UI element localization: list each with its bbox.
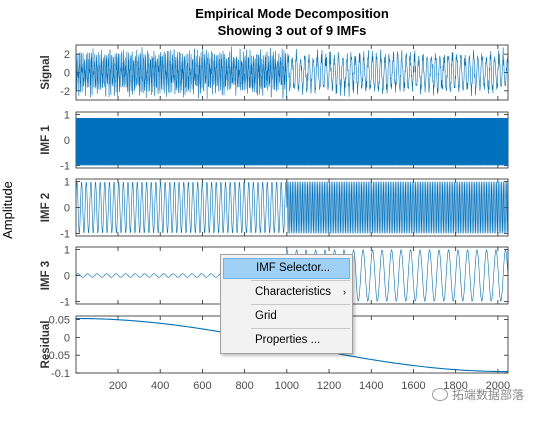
menu-item-characteristics[interactable]: Characteristics › (223, 282, 350, 303)
ytick-label: -0.1 (51, 368, 70, 380)
ytick-label: 0 (64, 135, 70, 147)
xtick-label: 1600 (401, 380, 425, 392)
panel-label-1: IMF 1 (40, 125, 52, 155)
chart-subtitle: Showing 3 out of 9 IMFs (217, 23, 367, 38)
series-line-0 (75, 46, 509, 99)
menu-item-label: Properties ... (255, 334, 321, 346)
xtick-label: 2000 (486, 380, 510, 392)
wechat-icon (432, 388, 448, 401)
series-line-1 (75, 117, 509, 166)
xtick-label: 400 (151, 380, 169, 392)
panel-label-2: IMF 2 (40, 193, 52, 222)
ytick-label: 1 (64, 110, 70, 122)
menu-item-imf-selector[interactable]: IMF Selector... (223, 258, 350, 279)
ytick-label: 0 (64, 332, 70, 344)
ytick-label: 1 (64, 177, 70, 189)
menu-item-properties[interactable]: Properties ... (223, 330, 350, 351)
menu-item-label: IMF Selector... (256, 262, 331, 274)
menu-item-label: Grid (255, 310, 277, 322)
ytick-label: 0 (64, 203, 70, 215)
ytick-label: -1 (60, 160, 70, 172)
menu-item-label: Characteristics (255, 286, 332, 298)
chart-title: Empirical Mode Decomposition (195, 6, 389, 21)
panel-label-3: IMF 3 (40, 261, 52, 290)
menu-separator (251, 328, 350, 329)
ytick-label: 0.05 (49, 315, 70, 327)
menu-item-grid[interactable]: Grid (223, 306, 350, 327)
ytick-label: 2 (64, 49, 70, 61)
ytick-label: 1 (64, 245, 70, 257)
chevron-right-icon: › (343, 287, 346, 297)
context-menu: IMF Selector... Characteristics › Grid P… (220, 254, 353, 354)
xtick-label: 1800 (443, 380, 467, 392)
y-axis-label: Amplitude (0, 181, 15, 239)
series-line-2 (75, 181, 509, 234)
ytick-label: -0.05 (45, 350, 70, 362)
xtick-label: 200 (109, 380, 127, 392)
menu-separator (251, 280, 350, 281)
xtick-label: 1200 (317, 380, 341, 392)
panel-label-4: Residual (40, 321, 52, 369)
ytick-label: 0 (64, 271, 70, 283)
ytick-label: -1 (60, 228, 70, 240)
panel-label-0: Signal (40, 55, 52, 90)
xtick-label: 1400 (359, 380, 383, 392)
ytick-label: -2 (60, 86, 70, 98)
watermark: 拓端数据部落 (432, 386, 524, 403)
ytick-label: -1 (60, 296, 70, 308)
xtick-label: 800 (235, 380, 253, 392)
xtick-label: 1000 (275, 380, 299, 392)
watermark-text: 拓端数据部落 (452, 388, 525, 402)
ytick-label: 0 (64, 68, 70, 80)
xtick-label: 600 (193, 380, 211, 392)
menu-separator (251, 304, 350, 305)
